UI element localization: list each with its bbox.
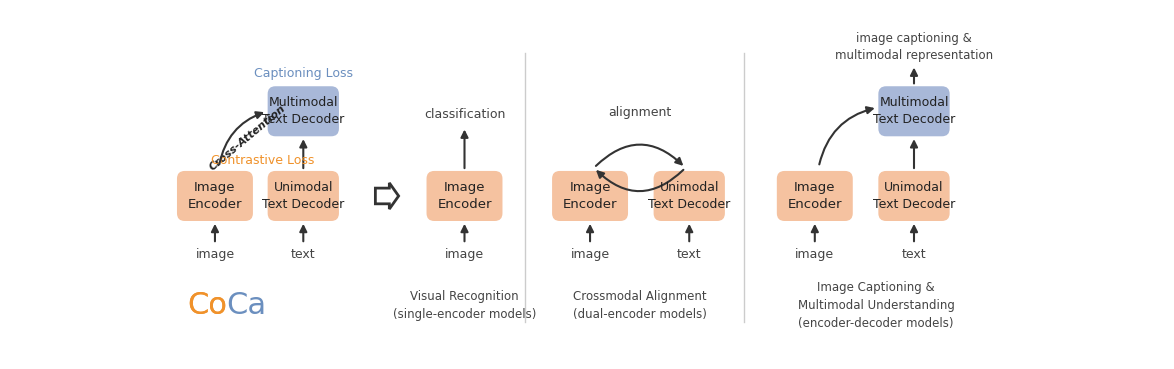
- Text: image: image: [195, 248, 235, 261]
- Text: text: text: [677, 248, 702, 261]
- Polygon shape: [376, 183, 399, 209]
- Text: Multimodal
Text Decoder: Multimodal Text Decoder: [262, 96, 344, 126]
- Text: text: text: [291, 248, 316, 261]
- FancyBboxPatch shape: [268, 171, 339, 221]
- Text: Image
Encoder: Image Encoder: [437, 181, 492, 211]
- Text: Cross-Attention: Cross-Attention: [208, 104, 288, 173]
- Text: Captioning Loss: Captioning Loss: [254, 67, 353, 80]
- Text: image captioning &
multimodal representation: image captioning & multimodal representa…: [835, 32, 993, 62]
- Text: Image
Encoder: Image Encoder: [562, 181, 618, 211]
- Text: Image Captioning &
Multimodal Understanding
(encoder-decoder models): Image Captioning & Multimodal Understand…: [797, 281, 954, 330]
- Text: Crossmodal Alignment
(dual-encoder models): Crossmodal Alignment (dual-encoder model…: [573, 290, 707, 321]
- FancyBboxPatch shape: [177, 171, 252, 221]
- FancyBboxPatch shape: [268, 86, 339, 136]
- Text: Unimodal
Text Decoder: Unimodal Text Decoder: [873, 181, 956, 211]
- Text: Image
Encoder: Image Encoder: [788, 181, 842, 211]
- Text: text: text: [902, 248, 926, 261]
- Text: Co: Co: [187, 291, 227, 320]
- Text: image: image: [795, 248, 835, 261]
- Text: Image
Encoder: Image Encoder: [188, 181, 242, 211]
- FancyBboxPatch shape: [552, 171, 628, 221]
- Text: Visual Recognition
(single-encoder models): Visual Recognition (single-encoder model…: [393, 290, 537, 321]
- Text: Contrastive Loss: Contrastive Loss: [211, 154, 315, 167]
- Text: Ca: Ca: [225, 291, 266, 320]
- Text: Multimodal
Text Decoder: Multimodal Text Decoder: [873, 96, 956, 126]
- Text: Unimodal
Text Decoder: Unimodal Text Decoder: [262, 181, 344, 211]
- Text: classification: classification: [424, 107, 505, 121]
- Text: Co: Co: [187, 291, 227, 320]
- Text: Unimodal
Text Decoder: Unimodal Text Decoder: [648, 181, 730, 211]
- FancyBboxPatch shape: [426, 171, 502, 221]
- Text: image: image: [445, 248, 484, 261]
- Text: alignment: alignment: [608, 106, 672, 119]
- FancyBboxPatch shape: [654, 171, 724, 221]
- FancyBboxPatch shape: [878, 171, 950, 221]
- FancyBboxPatch shape: [777, 171, 852, 221]
- FancyBboxPatch shape: [878, 86, 950, 136]
- Text: image: image: [571, 248, 609, 261]
